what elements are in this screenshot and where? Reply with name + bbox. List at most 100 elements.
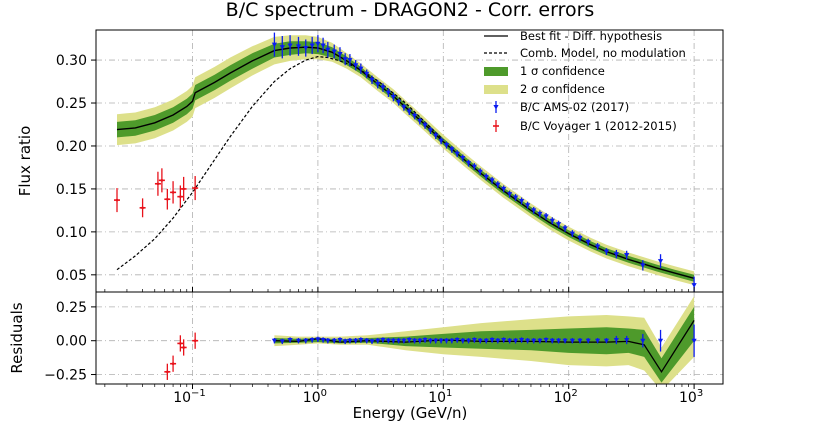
ams02-point: [347, 54, 353, 67]
ams02-marker: [512, 195, 519, 201]
ams02-residual-point: [603, 338, 610, 344]
ams02-point: [401, 103, 407, 111]
legend-label-1-sigma: 1 σ confidence: [520, 64, 605, 78]
ams02-point: [353, 60, 359, 71]
voyager-residual-point: [114, 395, 120, 414]
ams02-residual-point: [569, 338, 575, 344]
ams02-residual-point: [279, 338, 285, 345]
ams02-residual-marker: [347, 338, 353, 344]
ams02-residual-marker: [569, 338, 575, 344]
ams02-marker: [279, 45, 285, 50]
legend-swatch-ams02: [493, 101, 499, 113]
ams02-marker: [537, 211, 543, 217]
voyager-residual-marker-dot: [141, 399, 144, 402]
ams02-marker: [303, 46, 309, 51]
ams02-residual-marker: [613, 338, 619, 343]
ams02-residual-marker: [691, 338, 697, 344]
main-y-tick-label: 0.05: [56, 268, 87, 284]
ams02-point: [380, 83, 386, 92]
ams02-residual-marker: [380, 338, 386, 343]
ams02-point: [427, 127, 434, 134]
voyager-point: [192, 176, 199, 201]
ams02-residual-marker: [287, 338, 293, 343]
residuals-y-tick-label: 0.25: [56, 300, 87, 316]
ams02-marker: [375, 82, 381, 87]
ams02-marker: [518, 198, 525, 204]
main-y-tick-label: 0.10: [56, 225, 87, 241]
ams02-residual-point: [562, 338, 568, 344]
ams02-marker: [353, 63, 359, 68]
voyager-residual-marker-dot: [116, 403, 119, 406]
ams02-residual-marker: [577, 338, 583, 344]
ams02-marker: [427, 128, 434, 134]
voyager-residual-point: [192, 332, 199, 349]
ams02-marker: [325, 47, 331, 53]
ams02-point: [569, 230, 575, 238]
ams02-marker: [395, 100, 402, 105]
ams02-residual-marker: [518, 338, 525, 343]
legend-label-ams02: B/C AMS-02 (2017): [520, 100, 629, 114]
ams02-residual-point: [287, 337, 293, 343]
ams02-point: [562, 224, 568, 232]
ams02-residual-marker: [537, 338, 543, 344]
voyager-residual-marker-dot: [157, 398, 160, 401]
ams02-residual-marker: [369, 339, 375, 344]
ams02-marker: [347, 58, 353, 63]
ams02-point: [331, 44, 337, 59]
ams02-residual-point: [337, 337, 343, 343]
ams02-residual-point: [624, 335, 630, 345]
ams02-point: [303, 39, 309, 57]
ams02-point: [640, 260, 646, 271]
ams02-point: [433, 132, 439, 140]
voyager-marker-dot: [179, 195, 182, 198]
axis-ticks: 0.05 0.10 0.15 0.20 0.25 0.30 0.25 0.00 −0.25 10−…: [44, 53, 703, 406]
ams02-residual-marker: [411, 338, 418, 344]
ams02-marker: [364, 71, 370, 77]
legend: Best fit - Diff. hypothesis Comb. Model,…: [484, 29, 686, 133]
ams02-point: [287, 35, 293, 56]
ams02-residual-point: [691, 324, 697, 357]
ams02-residual-marker: [460, 338, 466, 344]
ams02-residual-point: [422, 337, 428, 343]
ams02-residual-marker: [454, 338, 460, 343]
ams02-residual-point: [483, 338, 489, 344]
ams02-residual-marker: [342, 339, 348, 344]
ams02-marker: [657, 259, 664, 264]
voyager-residual-point: [164, 363, 171, 380]
ams02-point: [537, 210, 543, 218]
ams02-point: [385, 88, 392, 98]
ams02-marker: [495, 182, 501, 188]
ams02-marker: [603, 249, 610, 255]
ams02-residual-point: [401, 338, 407, 344]
ams02-residual-marker: [320, 338, 326, 343]
ams02-point: [390, 92, 397, 102]
ams02-point: [417, 117, 423, 125]
ams02-residual-point: [460, 338, 466, 344]
ams02-marker: [577, 235, 583, 241]
ams02-marker: [624, 253, 630, 258]
ams02-point: [320, 37, 326, 54]
ams02-marker: [380, 85, 386, 91]
ams02-residual-marker: [603, 338, 610, 344]
ams02-marker: [569, 231, 575, 237]
main-2-sigma-band: [117, 35, 695, 286]
ams02-point: [471, 163, 477, 171]
ams02-residual-marker: [337, 338, 343, 343]
ams02-point: [271, 32, 278, 57]
ams02-residual-point: [518, 337, 525, 343]
ams02-residual-marker: [358, 338, 364, 343]
ams02-marker: [358, 66, 364, 72]
ams02-residual-point: [353, 338, 359, 344]
ams02-residual-point: [471, 337, 477, 343]
x-axis-label: Energy (GeV/n): [353, 404, 468, 422]
voyager-marker-dot: [115, 198, 119, 202]
ams02-residual-marker: [438, 338, 444, 344]
ams02-residual-point: [613, 335, 619, 345]
ams02-marker: [411, 113, 418, 119]
ams02-marker: [295, 44, 302, 49]
ams02-residual-marker: [471, 338, 477, 343]
ams02-residual-point: [342, 338, 348, 345]
ams02-residual-point: [531, 338, 537, 344]
ams02-marker: [454, 151, 460, 157]
